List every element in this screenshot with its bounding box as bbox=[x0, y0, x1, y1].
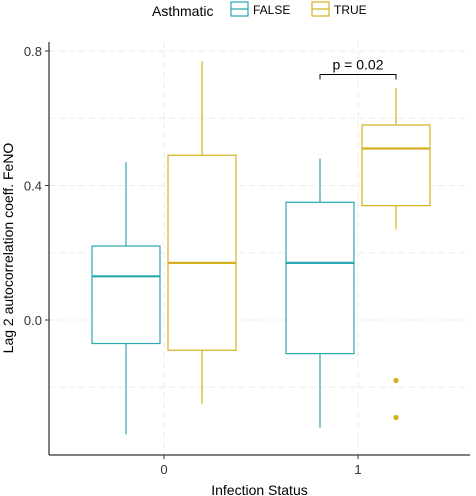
legend-label-false: FALSE bbox=[253, 3, 290, 17]
significance-bracket bbox=[319, 74, 397, 80]
legend-item-false: FALSE bbox=[230, 1, 290, 17]
boxplot-true-1 bbox=[361, 87, 431, 421]
boxplot-true-0 bbox=[167, 61, 237, 405]
y-tick-label: 0.8 bbox=[24, 44, 42, 59]
y-axis-title: Lag 2 autocorrelation coeff. FeNO bbox=[0, 143, 16, 354]
iqr-box bbox=[361, 124, 431, 207]
legend: Asthmatic FALSE TRUE bbox=[152, 1, 367, 19]
iqr-box bbox=[167, 154, 237, 351]
annotations: p = 0.02 bbox=[319, 57, 397, 80]
outlier-point bbox=[393, 377, 399, 384]
boxplot-false-1 bbox=[285, 158, 355, 428]
y-ticks: 0.0 0.4 0.8 bbox=[24, 44, 49, 328]
boxplot-false-0 bbox=[91, 161, 161, 435]
x-tick-label: 0 bbox=[160, 462, 167, 477]
legend-label-true: TRUE bbox=[334, 3, 367, 17]
iqr-box bbox=[91, 245, 161, 345]
legend-item-true: TRUE bbox=[311, 1, 367, 17]
legend-title: Asthmatic bbox=[152, 3, 213, 19]
iqr-box bbox=[285, 201, 355, 355]
x-tick-label: 1 bbox=[354, 462, 361, 477]
boxplots bbox=[91, 61, 431, 435]
x-axis-title: Infection Status bbox=[211, 482, 308, 496]
p-value-label: p = 0.02 bbox=[333, 57, 384, 73]
y-tick-label: 0.0 bbox=[24, 313, 42, 328]
outlier-point bbox=[393, 414, 399, 421]
y-tick-label: 0.4 bbox=[24, 179, 42, 194]
